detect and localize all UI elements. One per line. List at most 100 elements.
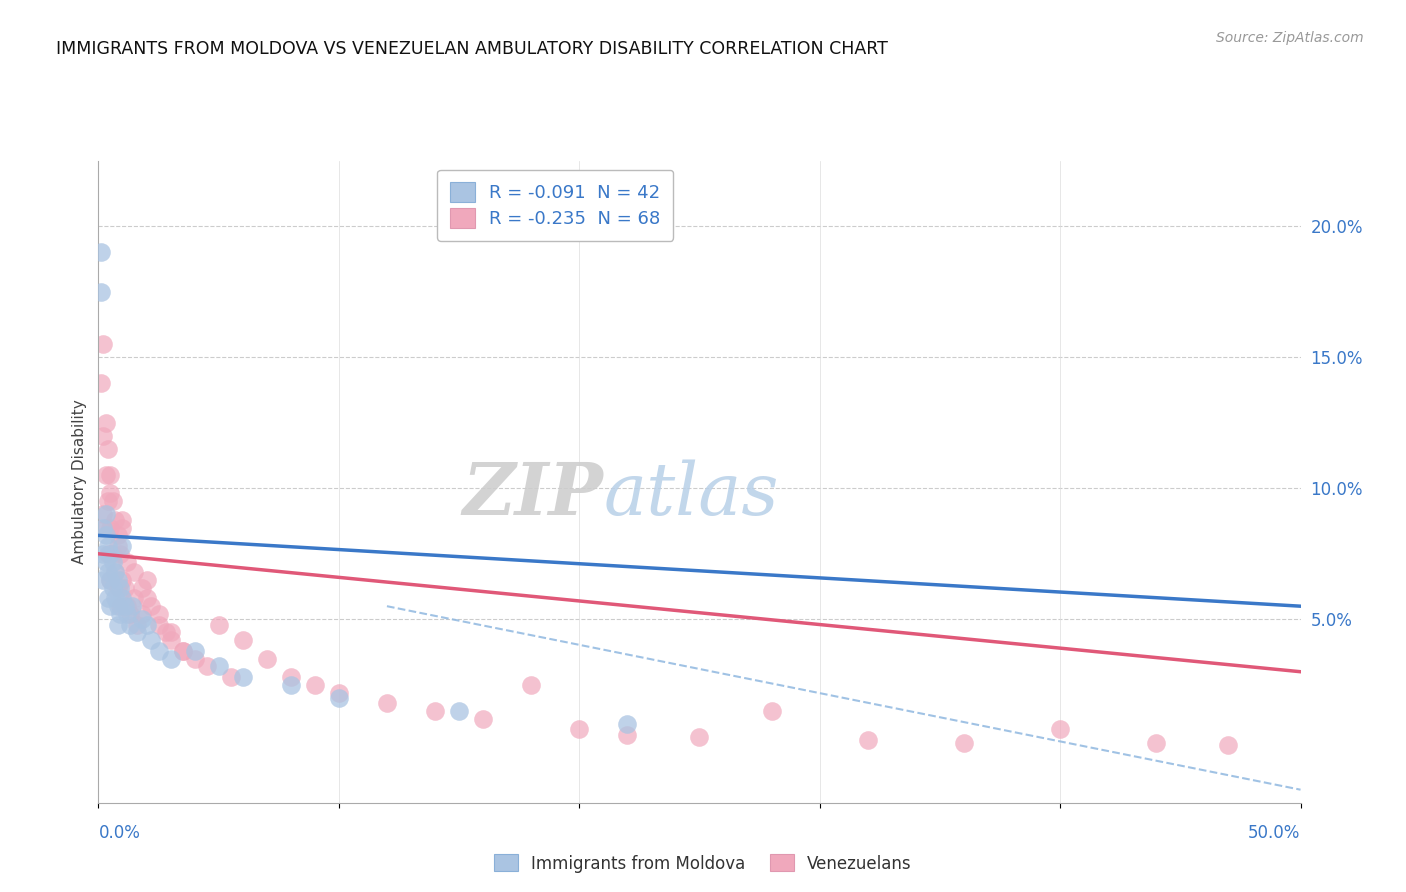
Point (90, 285, 112, 299)
Text: 50.0%: 50.0% (1249, 824, 1301, 842)
Point (97, 442, 120, 456)
Point (148, 607, 170, 621)
Point (94, 508, 117, 522)
Point (172, 644, 194, 658)
Point (125, 617, 148, 632)
Point (90, 245, 112, 260)
Point (148, 644, 170, 658)
Point (1218, 738, 1240, 752)
Point (118, 607, 141, 621)
Point (111, 520, 134, 534)
Point (97, 591, 120, 606)
Point (280, 670, 302, 684)
Point (761, 704, 783, 718)
Point (91, 520, 114, 534)
Point (104, 565, 127, 579)
Point (90, 376, 112, 391)
Point (121, 599, 143, 614)
Legend: Immigrants from Moldova, Venezuelans: Immigrants from Moldova, Venezuelans (488, 847, 918, 880)
Point (100, 486, 122, 500)
Point (148, 617, 170, 632)
Point (108, 607, 131, 621)
Point (94, 528, 117, 542)
Point (111, 591, 134, 606)
Point (256, 651, 278, 665)
Point (111, 573, 134, 587)
Point (328, 690, 350, 705)
Point (159, 633, 181, 648)
Point (183, 651, 205, 665)
Point (232, 633, 254, 648)
Point (1144, 735, 1167, 749)
Point (520, 678, 543, 692)
Point (101, 555, 124, 569)
Point (104, 513, 127, 527)
Point (107, 599, 129, 614)
Point (141, 599, 163, 614)
Point (328, 686, 350, 700)
Point (141, 633, 163, 648)
Point (131, 607, 153, 621)
Point (100, 573, 122, 587)
Point (183, 644, 205, 658)
Point (107, 581, 129, 595)
Point (131, 581, 153, 595)
Point (208, 617, 231, 632)
Point (304, 678, 326, 692)
Point (118, 617, 141, 632)
Point (856, 732, 879, 747)
Point (111, 513, 134, 527)
Point (135, 617, 157, 632)
Point (568, 723, 591, 737)
Point (100, 599, 122, 614)
Point (195, 659, 218, 673)
Point (375, 696, 398, 710)
Point (108, 599, 131, 614)
Point (91, 337, 114, 351)
Point (90, 48, 112, 62)
Point (232, 670, 254, 684)
Point (91, 547, 114, 561)
Point (100, 468, 122, 483)
Point (172, 644, 194, 658)
Point (131, 612, 153, 626)
Point (117, 555, 139, 569)
Point (101, 547, 124, 561)
Point (124, 591, 146, 606)
Point (91, 573, 114, 587)
Point (135, 591, 157, 606)
Point (91, 429, 114, 443)
Point (97, 547, 120, 561)
Point (616, 728, 638, 742)
Point (107, 617, 129, 632)
Point (97, 539, 120, 553)
Point (94, 416, 117, 430)
Point (91, 508, 114, 522)
Point (117, 599, 139, 614)
Point (100, 573, 122, 587)
Point (124, 565, 146, 579)
Y-axis label: Ambulatory Disability: Ambulatory Disability (72, 400, 87, 564)
Point (219, 670, 242, 684)
Point (104, 565, 127, 579)
Point (280, 678, 302, 692)
Point (472, 712, 495, 726)
Point (117, 607, 139, 621)
Point (107, 573, 129, 587)
Legend: R = -0.091  N = 42, R = -0.235  N = 68: R = -0.091 N = 42, R = -0.235 N = 68 (437, 169, 673, 241)
Point (94, 555, 117, 569)
Point (1049, 723, 1071, 737)
Point (97, 565, 120, 579)
Text: 0.0%: 0.0% (98, 824, 141, 842)
Point (94, 468, 117, 483)
Point (159, 625, 181, 640)
Point (447, 704, 470, 718)
Point (107, 539, 129, 553)
Text: ZIP: ZIP (463, 459, 603, 530)
Point (125, 625, 148, 640)
Point (155, 625, 177, 640)
Text: atlas: atlas (603, 459, 779, 530)
Point (108, 547, 131, 561)
Point (101, 581, 124, 595)
Point (104, 591, 127, 606)
